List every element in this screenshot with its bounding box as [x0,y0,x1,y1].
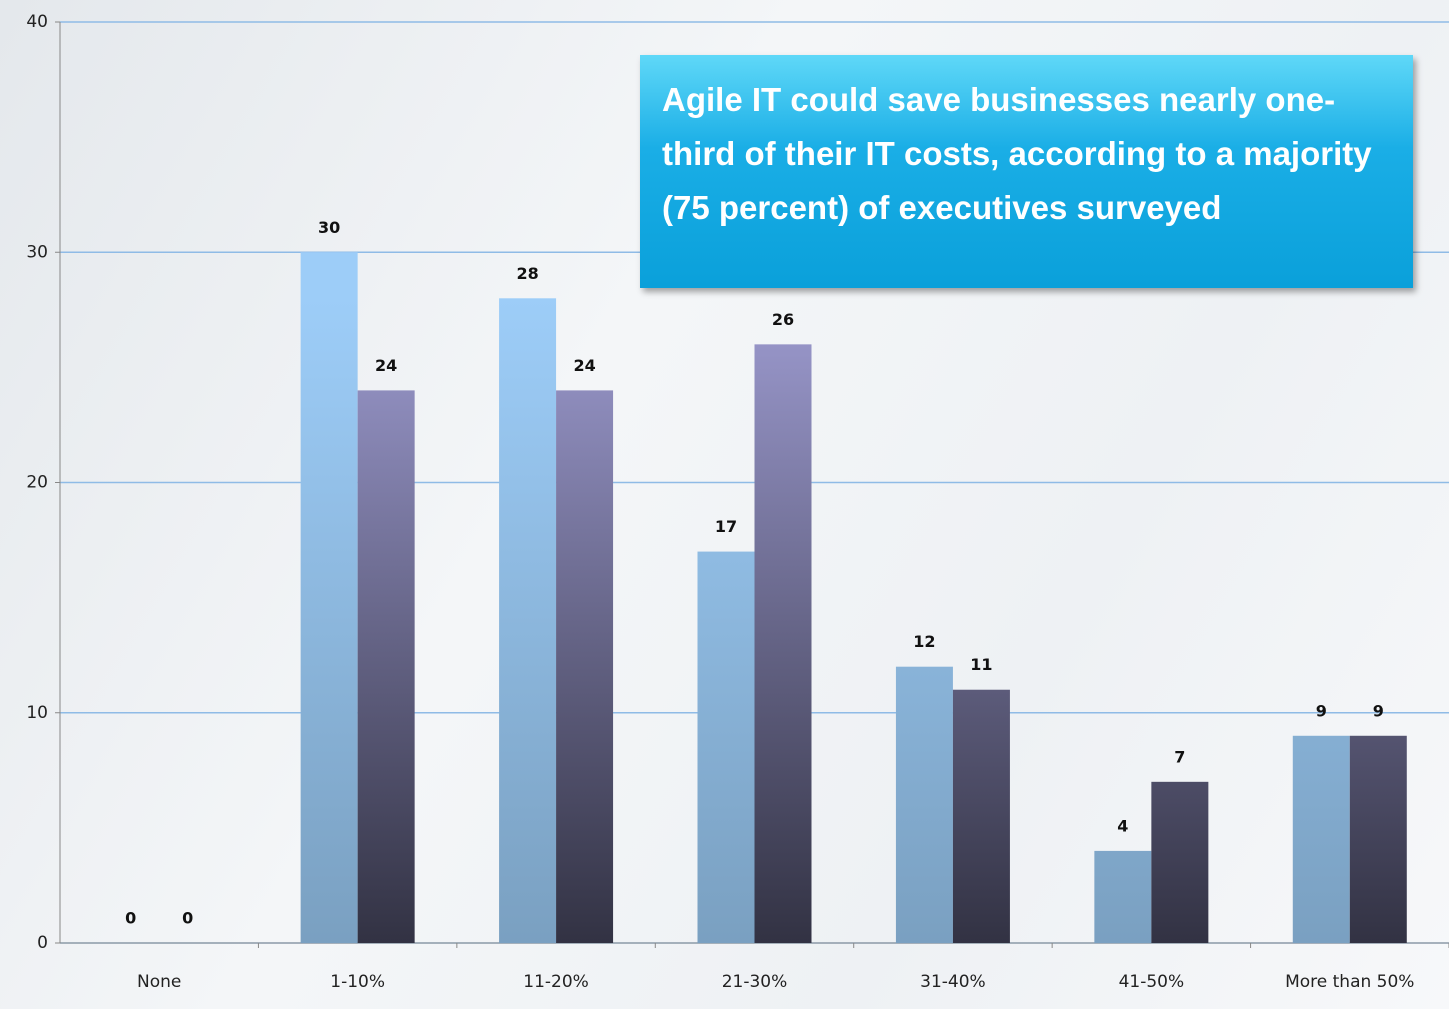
value-label: 24 [573,356,595,375]
bar [357,390,415,943]
y-tick-label: 10 [26,703,48,723]
annotation: Agile IT could save businesses nearly on… [640,55,1413,288]
x-tick-label: More than 50% [1285,972,1414,992]
x-tick-label: 11-20% [523,972,589,992]
value-label: 7 [1174,747,1185,766]
x-tick-label: 1-10% [330,972,385,992]
bar [499,298,557,943]
bar [697,551,755,943]
value-label: 24 [375,356,397,375]
y-tick-label: 0 [37,933,48,953]
x-tick-label: 41-50% [1119,972,1185,992]
value-label: 12 [913,632,935,651]
value-label: 26 [772,310,794,329]
bar [952,689,1010,943]
y-tick-label: 30 [26,242,48,262]
value-label: 9 [1316,701,1327,720]
bar [1094,850,1152,943]
bar [895,666,953,943]
bar [1349,735,1407,943]
value-label: 30 [318,218,340,237]
bar [1151,781,1209,943]
value-label: 11 [970,655,992,674]
y-tick-label: 40 [26,12,48,32]
x-tick-label: 31-40% [920,972,986,992]
value-label: 17 [715,517,737,536]
y-tick-label: 20 [26,473,48,493]
value-label: 28 [516,264,538,283]
bar [556,390,614,943]
value-label: 0 [125,909,136,928]
value-label: 9 [1373,701,1384,720]
value-label: 4 [1117,816,1128,835]
bar [1292,735,1350,943]
bar [300,252,358,943]
x-tick-label: None [137,972,181,992]
value-label: 0 [182,909,193,928]
x-tick-label: 21-30% [722,972,788,992]
bar [754,344,812,944]
